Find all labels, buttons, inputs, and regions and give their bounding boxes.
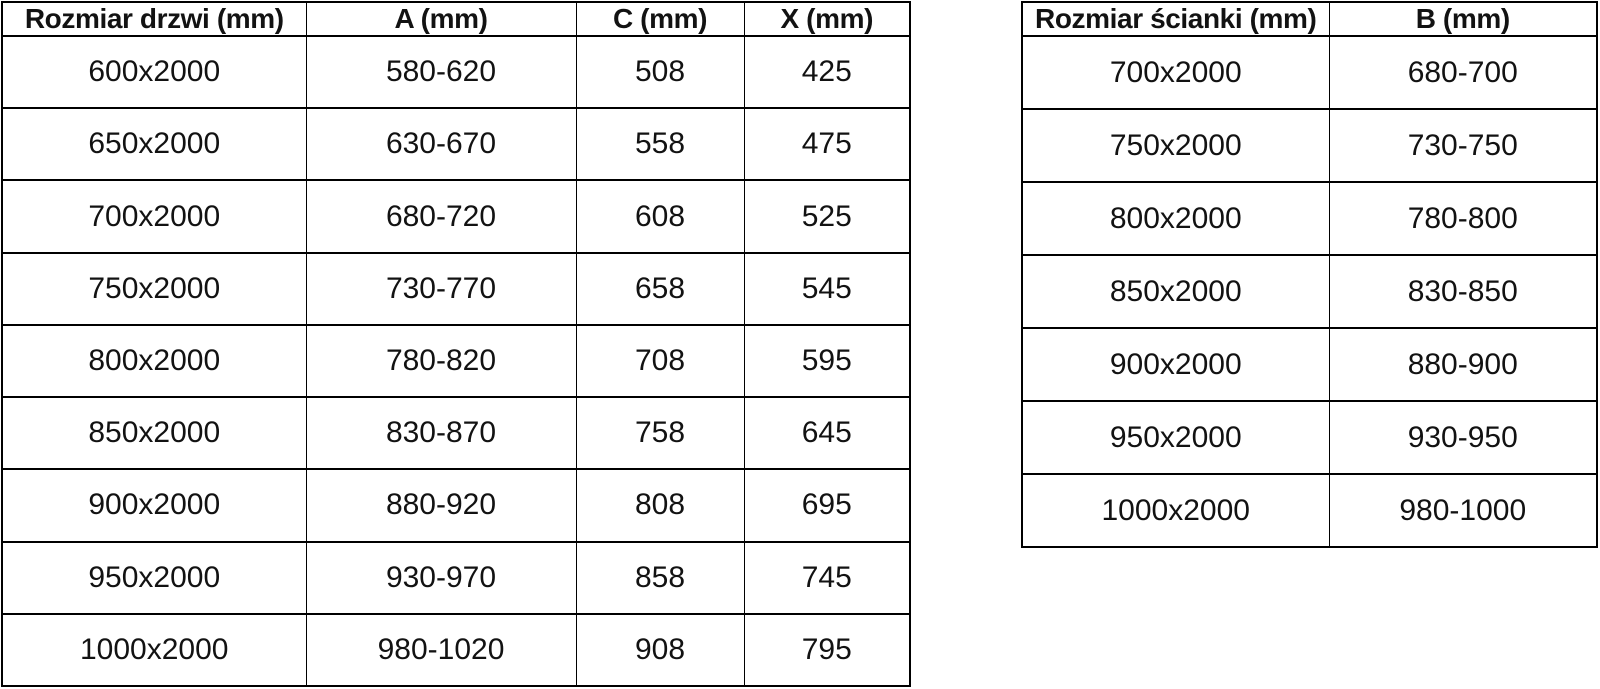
table-row: 650x2000 630-670 558 475 [1,107,911,182]
table-cell: 730-750 [1328,108,1598,183]
table-row: 700x2000 680-700 [1021,35,1598,110]
table-cell: 800x2000 [1021,181,1330,256]
table-cell: 795 [743,612,911,688]
table-cell: 650x2000 [1,107,307,182]
table-row: 1000x2000 980-1000 [1021,473,1598,548]
table-cell: 695 [743,468,911,543]
door-size-table: Rozmiar drzwi (mm) A (mm) C (mm) X (mm) 600… [1,1,911,688]
table-cell: 700x2000 [1021,35,1330,110]
table-cell: 880-900 [1328,327,1598,402]
table-row: 700x2000 680-720 608 525 [1,179,911,254]
table-cell: 600x2000 [1,34,307,110]
table-cell: 525 [743,179,911,254]
table-row: 750x2000 730-770 658 545 [1,251,911,326]
wall-panel-size-table: Rozmiar ścianki (mm) B (mm) 700x2000 680-7… [1021,1,1598,548]
table-cell: 900x2000 [1021,327,1330,402]
table-cell: 900x2000 [1,468,307,543]
table-row: 750x2000 730-750 [1021,108,1598,183]
table-cell: 580-620 [305,34,577,110]
table-cell: 780-800 [1328,181,1598,256]
table-row: 800x2000 780-800 [1021,181,1598,256]
table-cell: 930-970 [305,540,577,615]
table-row: 950x2000 930-970 858 745 [1,540,911,615]
header-cell: Rozmiar drzwi (mm) [1,1,307,37]
table-cell: 750x2000 [1021,108,1330,183]
header-cell: A (mm) [305,1,577,37]
table-cell: 780-820 [305,323,577,399]
table-row: 900x2000 880-900 [1021,327,1598,402]
table-row: 600x2000 580-620 508 425 [1,34,911,110]
table-cell: 608 [575,179,745,254]
table-row: 850x2000 830-850 [1021,254,1598,329]
table-cell: 630-670 [305,107,577,182]
table-cell: 908 [575,612,745,688]
door-table-header-row: Rozmiar drzwi (mm) A (mm) C (mm) X (mm) [1,1,911,37]
header-cell: B (mm) [1328,1,1598,37]
table-cell: 595 [743,323,911,399]
table-cell: 745 [743,540,911,615]
header-cell: X (mm) [743,1,911,37]
table-row: 850x2000 830-870 758 645 [1,396,911,471]
table-row: 1000x2000 980-1020 908 795 [1,612,911,688]
table-cell: 850x2000 [1021,254,1330,329]
table-cell: 980-1000 [1328,473,1598,548]
header-cell: Rozmiar ścianki (mm) [1021,1,1330,37]
table-cell: 980-1020 [305,612,577,688]
wall-table-header-row: Rozmiar ścianki (mm) B (mm) [1021,1,1598,37]
header-cell: C (mm) [575,1,745,37]
table-cell: 950x2000 [1,540,307,615]
table-cell: 880-920 [305,468,577,543]
table-cell: 830-870 [305,396,577,471]
table-cell: 700x2000 [1,179,307,254]
table-row: 900x2000 880-920 808 695 [1,468,911,543]
table-cell: 680-720 [305,179,577,254]
table-cell: 558 [575,107,745,182]
table-row: 800x2000 780-820 708 595 [1,323,911,399]
table-cell: 475 [743,107,911,182]
table-cell: 830-850 [1328,254,1598,329]
table-cell: 645 [743,396,911,471]
table-cell: 1000x2000 [1,612,307,688]
table-row: 950x2000 930-950 [1021,400,1598,475]
table-cell: 800x2000 [1,323,307,399]
table-cell: 708 [575,323,745,399]
table-cell: 850x2000 [1,396,307,471]
table-cell: 730-770 [305,251,577,326]
table-cell: 858 [575,540,745,615]
table-cell: 680-700 [1328,35,1598,110]
table-cell: 808 [575,468,745,543]
table-cell: 425 [743,34,911,110]
table-cell: 750x2000 [1,251,307,326]
table-cell: 545 [743,251,911,326]
table-cell: 658 [575,251,745,326]
table-cell: 1000x2000 [1021,473,1330,548]
table-cell: 508 [575,34,745,110]
table-cell: 950x2000 [1021,400,1330,475]
table-cell: 758 [575,396,745,471]
table-cell: 930-950 [1328,400,1598,475]
